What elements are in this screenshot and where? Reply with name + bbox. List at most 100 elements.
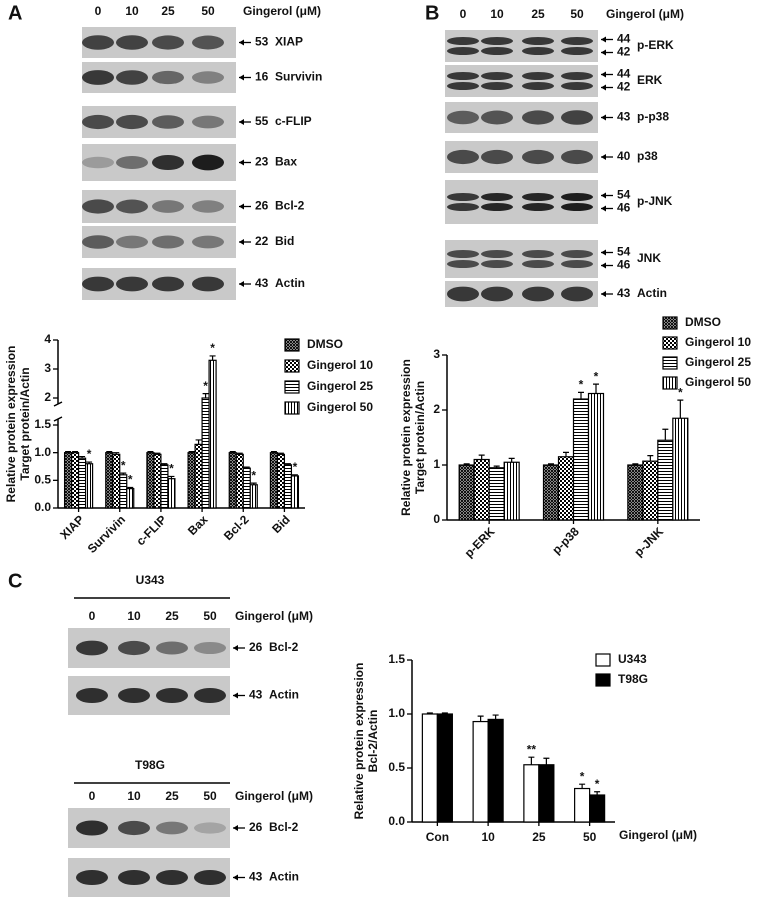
- band: [156, 869, 188, 886]
- protein-label: Actin: [269, 688, 299, 702]
- significance: *: [580, 769, 585, 783]
- bar: [208, 359, 217, 509]
- error-bar: [229, 450, 236, 453]
- significance: *: [293, 460, 298, 474]
- error-bar: [543, 757, 550, 765]
- arrow-head: [601, 249, 606, 256]
- error-bar: [493, 465, 500, 468]
- band: [116, 70, 148, 85]
- error-bar: [548, 463, 554, 465]
- band: [447, 260, 479, 268]
- significance: *: [251, 468, 256, 482]
- band: [561, 72, 593, 80]
- band: [561, 37, 593, 45]
- significance: *: [210, 341, 215, 355]
- lane-label: 10: [490, 7, 504, 21]
- lane-label: 25: [531, 7, 545, 21]
- panel-letter: C: [8, 570, 22, 592]
- error-bar: [270, 450, 277, 453]
- band: [152, 70, 184, 85]
- legend-label: Gingerol 50: [307, 400, 373, 414]
- y-tick-label: 1.0: [34, 445, 51, 459]
- lane-label: 25: [161, 4, 175, 18]
- y-tick-label: 2: [433, 402, 440, 416]
- band: [192, 35, 224, 50]
- arrow-head: [601, 71, 606, 78]
- band: [156, 687, 188, 704]
- legend-swatch: [662, 316, 678, 330]
- x-tick-label: Bax: [185, 512, 211, 538]
- unit-label: Gingerol (μM): [235, 789, 313, 803]
- band: [118, 820, 150, 836]
- bar: [194, 443, 203, 509]
- band: [76, 687, 108, 704]
- band: [192, 200, 224, 213]
- error-bar: [508, 457, 515, 463]
- band: [76, 640, 108, 656]
- arrow-head: [233, 825, 238, 831]
- error-bar: [127, 486, 134, 489]
- significance: *: [169, 462, 174, 476]
- band: [481, 193, 513, 201]
- bar: [574, 787, 591, 823]
- y-axis-label: Bcl-2/Actin: [366, 710, 380, 773]
- band: [561, 110, 593, 125]
- bar: [473, 458, 490, 521]
- kda-label: 16: [255, 70, 269, 84]
- cell-line: U343: [136, 573, 165, 587]
- arrow-head: [601, 36, 606, 43]
- kda-label: 26: [249, 640, 263, 654]
- band: [116, 276, 148, 292]
- protein-label: Bax: [275, 155, 297, 169]
- band: [561, 47, 593, 55]
- bar: [187, 452, 196, 509]
- bar: [70, 452, 80, 509]
- band: [194, 687, 226, 704]
- band: [118, 687, 150, 704]
- band: [82, 114, 114, 130]
- y-tick-label: 1.5: [388, 652, 405, 666]
- kda-label: 46: [617, 201, 631, 215]
- error-bar: [202, 393, 209, 398]
- legend-label: DMSO: [685, 315, 721, 329]
- y-tick-label: 4: [44, 332, 51, 346]
- kda-label: 53: [255, 35, 269, 49]
- error-bar: [632, 463, 639, 465]
- kda-label: 44: [617, 67, 631, 81]
- arrow-head: [233, 692, 238, 699]
- band: [116, 199, 148, 214]
- legend-swatch: [662, 376, 678, 390]
- cell-line: T98G: [135, 758, 165, 772]
- protein-label: Survivin: [275, 70, 322, 84]
- error-bar: [528, 756, 535, 765]
- arrow-head: [239, 159, 244, 166]
- band: [522, 110, 554, 125]
- blot-strip: [445, 65, 598, 97]
- y-axis-label: Target protein/Actin: [413, 381, 427, 494]
- bar: [84, 463, 94, 509]
- band: [481, 286, 513, 302]
- error-bar: [477, 715, 484, 722]
- band: [447, 82, 479, 90]
- y-tick-label: 2: [44, 390, 51, 404]
- bar: [126, 488, 135, 509]
- legend-label: Gingerol 25: [685, 355, 751, 369]
- band: [481, 72, 513, 80]
- protein-label: Bcl-2: [275, 199, 305, 213]
- band: [116, 235, 148, 249]
- legend-label: Gingerol 25: [307, 379, 373, 393]
- protein-label: p-ERK: [637, 38, 674, 52]
- band: [522, 37, 554, 45]
- x-tick-label: p-p38: [549, 524, 582, 557]
- x-tick-label: Con: [426, 830, 449, 844]
- error-bar: [492, 714, 499, 720]
- bar: [627, 464, 644, 521]
- bar: [276, 453, 286, 509]
- band: [118, 640, 150, 656]
- legend-swatch: [284, 338, 300, 352]
- error-bar: [579, 783, 586, 789]
- bar: [269, 452, 279, 509]
- band: [194, 641, 226, 655]
- band: [116, 156, 148, 169]
